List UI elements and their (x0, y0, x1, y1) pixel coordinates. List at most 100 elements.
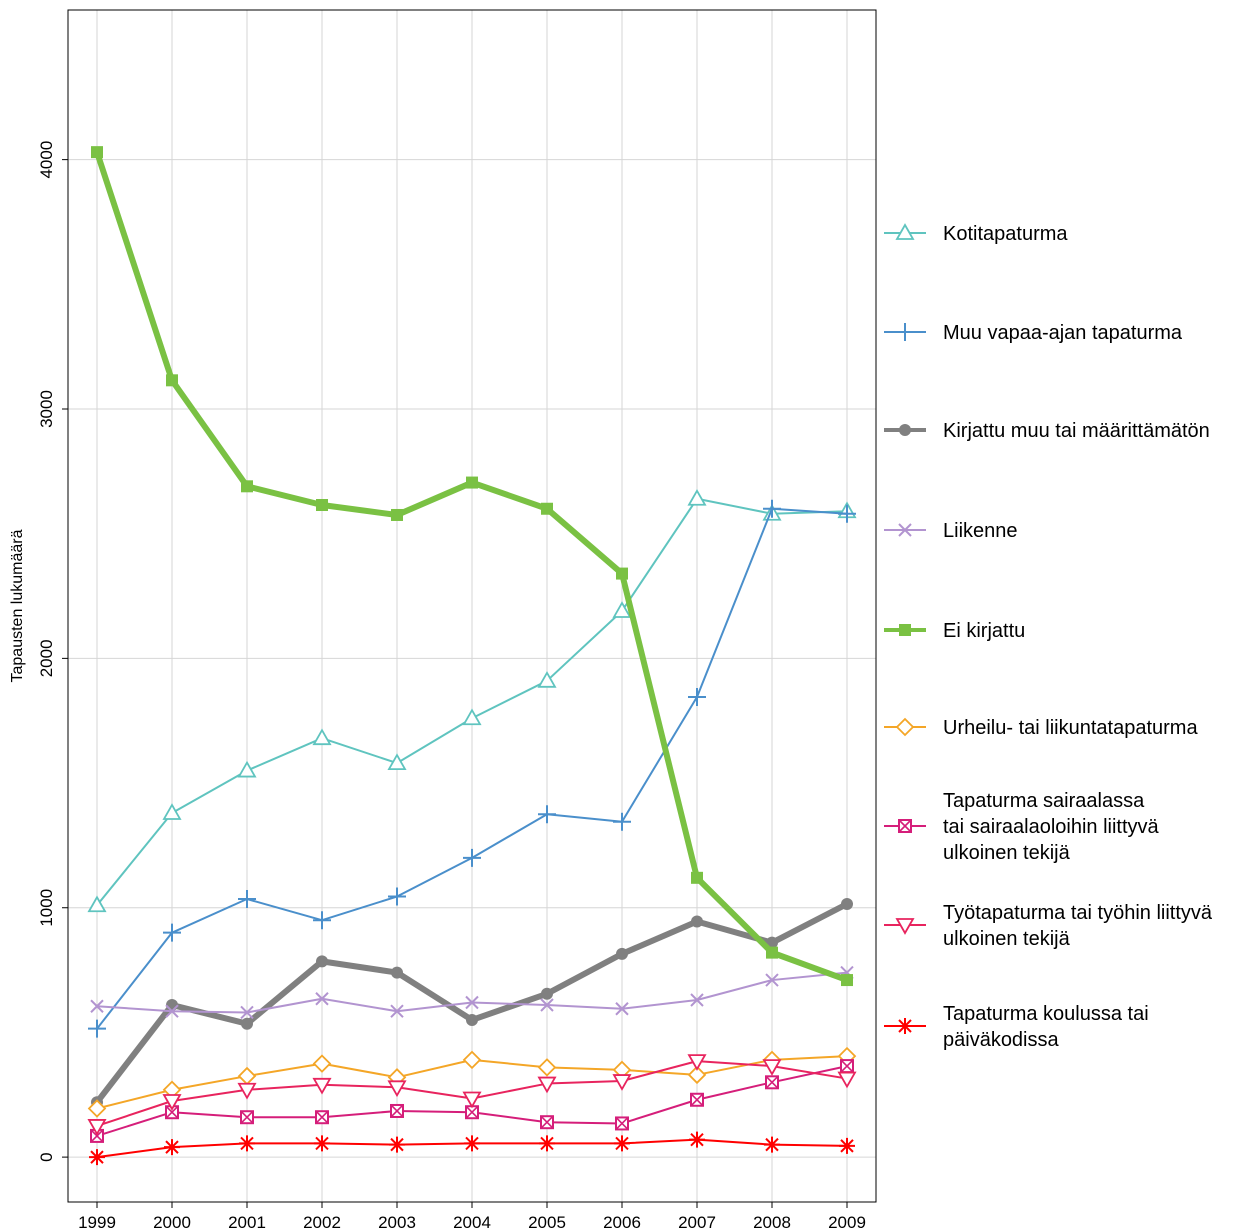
data-point (615, 1002, 629, 1016)
data-point (389, 1136, 405, 1153)
data-point (387, 1080, 407, 1098)
legend-label: Kotitapaturma (943, 223, 1068, 245)
legend-marker (895, 918, 915, 935)
data-point (765, 1075, 779, 1090)
data-point (764, 1136, 780, 1153)
legend-marker (896, 323, 914, 341)
data-point (391, 966, 403, 979)
legend: Kotitapaturma Muu vapaa-ajan tapaturma Kir… (884, 223, 1213, 1051)
legend-label: Ei kirjattu (943, 620, 1025, 642)
data-point (240, 1005, 254, 1020)
x-tick-label: 1999 (78, 1213, 116, 1232)
data-point (87, 1119, 107, 1136)
data-point (839, 1137, 855, 1154)
data-point (463, 848, 481, 867)
data-point (312, 1077, 332, 1095)
series-group (87, 146, 857, 1166)
data-point (765, 973, 779, 987)
data-point (612, 601, 632, 618)
series-1 (88, 499, 856, 1038)
data-point (164, 1139, 180, 1156)
x-tick-label: 2001 (228, 1213, 266, 1232)
x-tick-label: 2006 (603, 1213, 641, 1232)
data-point (388, 887, 406, 906)
y-tick-label: 2000 (37, 639, 56, 677)
y-tick-label: 4000 (37, 141, 56, 179)
data-point (237, 1066, 257, 1086)
data-point (766, 946, 778, 959)
data-point (613, 812, 631, 831)
data-point (240, 1110, 254, 1125)
data-point (541, 502, 553, 515)
data-point (540, 1115, 554, 1130)
data-point (391, 508, 403, 521)
data-point (841, 974, 853, 987)
legend-item: Liikenne (884, 520, 1018, 542)
data-point (614, 1135, 630, 1152)
grid (68, 10, 876, 1202)
data-point (462, 708, 482, 726)
legend-marker (899, 624, 911, 636)
data-point (615, 1116, 629, 1131)
legend-marker (898, 819, 912, 833)
legend-item: Työtapaturma tai työhin liittyvä ulkoinen… (884, 902, 1213, 950)
legend-item: Urheilu- tai liikuntatapaturma (884, 717, 1198, 739)
legend-marker (899, 424, 911, 436)
data-point (689, 1131, 705, 1148)
data-point (466, 476, 478, 489)
data-point (90, 999, 104, 1013)
x-tick-label: 2007 (678, 1213, 716, 1232)
data-point (840, 1059, 854, 1074)
data-point (541, 987, 553, 1000)
data-point (237, 1082, 257, 1100)
legend-label: ulkoinen tekijä (943, 842, 1071, 864)
legend-label: Urheilu- tai liikuntatapaturma (943, 717, 1198, 739)
y-axis-title: Tapausten lukumäärä (9, 529, 26, 682)
data-point (239, 1135, 255, 1152)
y-tick-label: 3000 (37, 390, 56, 428)
data-point (462, 1050, 482, 1070)
legend-marker (898, 523, 912, 537)
x-tick-label: 2000 (153, 1213, 191, 1232)
legend-label: Kirjattu muu tai määrittämätön (943, 420, 1210, 442)
data-point (540, 998, 554, 1012)
data-point (462, 1091, 482, 1109)
data-point (315, 992, 329, 1006)
data-point (87, 1099, 107, 1118)
x-tick-label: 2002 (303, 1213, 341, 1232)
data-point (166, 374, 178, 387)
legend-item: Muu vapaa-ajan tapaturma (884, 322, 1183, 344)
data-point (314, 1135, 330, 1152)
legend-label: ulkoinen tekijä (943, 928, 1071, 950)
legend-item: Tapaturma sairaalassa tai sairaalaoloihin… (884, 790, 1160, 864)
data-point (687, 1054, 707, 1071)
data-point (841, 898, 853, 910)
series-3 (90, 965, 854, 1020)
data-point (688, 688, 706, 707)
data-point (538, 805, 556, 824)
x-tick-label: 2004 (453, 1213, 491, 1232)
data-point (387, 753, 407, 771)
data-point (537, 1076, 557, 1094)
series-4 (91, 146, 853, 987)
data-point (313, 911, 331, 930)
legend-label: tai sairaalaoloihin liittyvä (943, 816, 1160, 838)
data-point (687, 488, 707, 506)
data-point (316, 499, 328, 512)
legend-marker (897, 1018, 913, 1034)
legend-item: Ei kirjattu (884, 620, 1025, 642)
legend-item: Kotitapaturma (884, 223, 1068, 245)
data-point (837, 1071, 857, 1089)
y-axis: 0 1000 2000 3000 4000 (37, 141, 68, 1162)
legend-marker (895, 223, 915, 240)
legend-label: Liikenne (943, 520, 1018, 542)
x-tick-label: 2003 (378, 1213, 416, 1232)
data-point (616, 567, 628, 580)
data-point (88, 1019, 106, 1038)
data-point (241, 1017, 253, 1030)
y-tick-label: 1000 (37, 889, 56, 927)
data-point (163, 923, 181, 942)
data-point (762, 1059, 782, 1076)
legend-label: Tapaturma sairaalassa (943, 790, 1145, 812)
